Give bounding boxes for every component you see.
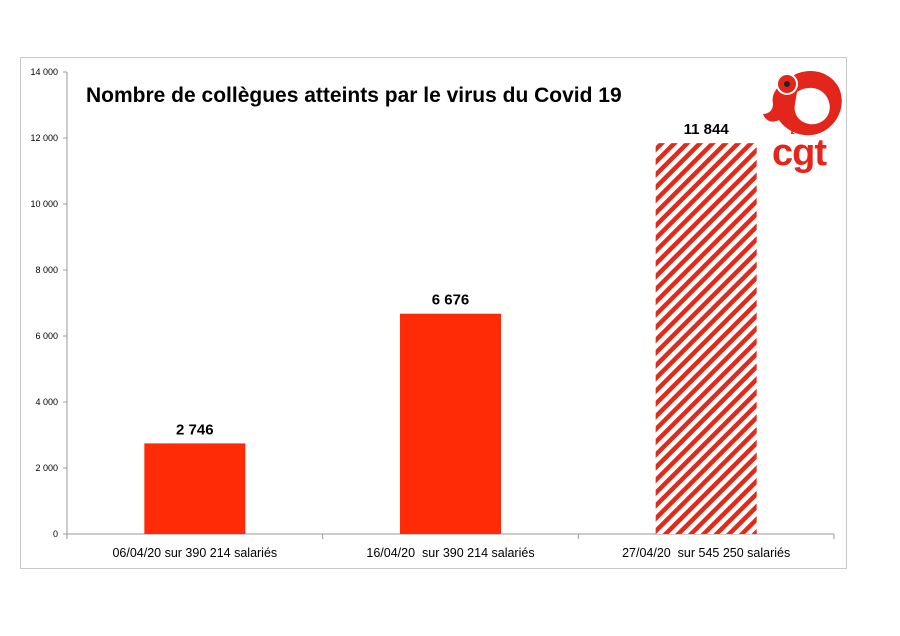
y-tick-label: 12 000	[30, 133, 58, 143]
y-tick-label: 0	[53, 529, 58, 539]
y-tick-label: 14 000	[30, 67, 58, 77]
labels: 2 746 06/04/20 sur 390 214 salariés 6 676 1…	[112, 121, 790, 560]
bars	[144, 143, 757, 534]
chart-title: Nombre de collègues atteints par le viru…	[86, 84, 622, 107]
bar-value-label: 2 746	[176, 421, 214, 438]
y-tick-label: 2 000	[35, 463, 58, 473]
x-tick-label: 16/04/20 sur 390 214 salariés	[366, 546, 534, 560]
bar	[655, 143, 757, 534]
bar	[400, 313, 501, 534]
dove-inner	[794, 87, 830, 125]
logo-text: cgt	[772, 132, 827, 174]
y-tick-label: 4 000	[35, 397, 58, 407]
chart-frame	[20, 57, 847, 569]
x-tick-label: 06/04/20 sur 390 214 salariés	[112, 546, 277, 560]
bar-value-label: 6 676	[432, 292, 470, 309]
logo-script: la	[790, 115, 809, 139]
bar-value-label: 11 844	[684, 121, 730, 138]
cgt-logo	[763, 70, 842, 136]
bar	[144, 443, 246, 534]
y-tick-label: 10 000	[30, 199, 58, 209]
y-tick-label: 8 000	[35, 265, 58, 275]
x-tick-label: 27/04/20 sur 545 250 salariés	[622, 546, 790, 560]
y-tick-label: 6 000	[35, 331, 58, 341]
